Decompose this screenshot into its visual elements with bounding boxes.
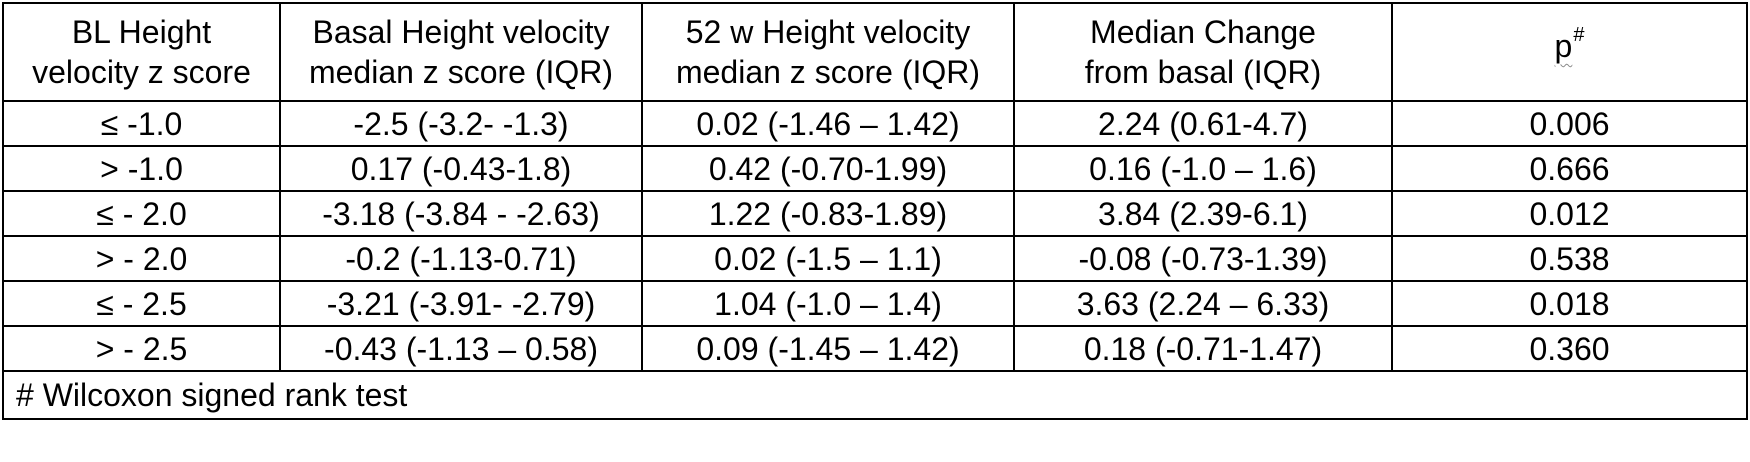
- header-basal-height-velocity: Basal Height velocity median z score (IQ…: [279, 2, 643, 102]
- cell-52w-median: 0.09 (-1.45 – 1.42): [641, 325, 1015, 372]
- header-line: 52 w Height velocity: [685, 14, 971, 50]
- results-table: BL Height velocity z score Basal Height …: [2, 2, 1748, 420]
- p-header: p#: [1554, 24, 1585, 66]
- table-row: > -1.0 0.17 (-0.43-1.8) 0.42 (-0.70-1.99…: [2, 145, 1748, 192]
- cell-p-value: 0.018: [1391, 280, 1748, 327]
- cell-median-change: -0.08 (-0.73-1.39): [1013, 235, 1393, 282]
- header-52w-height-velocity: 52 w Height velocity median z score (IQR…: [641, 2, 1015, 102]
- table-row: ≤ - 2.5 -3.21 (-3.91- -2.79) 1.04 (-1.0 …: [2, 280, 1748, 327]
- cell-basal-median: -2.5 (-3.2- -1.3): [279, 100, 643, 147]
- cell-basal-median: -0.2 (-1.13-0.71): [279, 235, 643, 282]
- p-superscript: #: [1573, 24, 1585, 47]
- cell-p-value: 0.012: [1391, 190, 1748, 237]
- cell-bl-category: > -1.0: [2, 145, 281, 192]
- cell-median-change: 3.63 (2.24 – 6.33): [1013, 280, 1393, 327]
- cell-bl-category: ≤ - 2.5: [2, 280, 281, 327]
- table-row: > - 2.0 -0.2 (-1.13-0.71) 0.02 (-1.5 – 1…: [2, 235, 1748, 282]
- cell-median-change: 0.16 (-1.0 – 1.6): [1013, 145, 1393, 192]
- cell-52w-median: 1.22 (-0.83-1.89): [641, 190, 1015, 237]
- cell-p-value: 0.006: [1391, 100, 1748, 147]
- cell-bl-category: > - 2.0: [2, 235, 281, 282]
- cell-52w-median: 0.02 (-1.46 – 1.42): [641, 100, 1015, 147]
- cell-bl-category: ≤ - 2.0: [2, 190, 281, 237]
- footnote: # Wilcoxon signed rank test: [2, 370, 1748, 420]
- header-median-change: Median Change from basal (IQR): [1013, 2, 1393, 102]
- cell-median-change: 3.84 (2.39-6.1): [1013, 190, 1393, 237]
- header-line: from basal (IQR): [1084, 54, 1322, 90]
- header-row: BL Height velocity z score Basal Height …: [2, 2, 1748, 102]
- cell-52w-median: 0.42 (-0.70-1.99): [641, 145, 1015, 192]
- cell-basal-median: -3.18 (-3.84 - -2.63): [279, 190, 643, 237]
- cell-median-change: 0.18 (-0.71-1.47): [1013, 325, 1393, 372]
- cell-basal-median: -3.21 (-3.91- -2.79): [279, 280, 643, 327]
- header-line: Median Change: [1090, 14, 1316, 50]
- header-p-value: p#: [1391, 2, 1748, 102]
- header-line: Basal Height velocity: [312, 14, 610, 50]
- cell-52w-median: 1.04 (-1.0 – 1.4): [641, 280, 1015, 327]
- p-letter: p: [1554, 28, 1573, 64]
- header-line: median z score (IQR): [675, 54, 981, 90]
- table-row: ≤ - 2.0 -3.18 (-3.84 - -2.63) 1.22 (-0.8…: [2, 190, 1748, 237]
- cell-median-change: 2.24 (0.61-4.7): [1013, 100, 1393, 147]
- cell-p-value: 0.666: [1391, 145, 1748, 192]
- header-line: median z score (IQR): [308, 54, 614, 90]
- cell-p-value: 0.538: [1391, 235, 1748, 282]
- cell-basal-median: 0.17 (-0.43-1.8): [279, 145, 643, 192]
- cell-52w-median: 0.02 (-1.5 – 1.1): [641, 235, 1015, 282]
- header-line: BL Height: [71, 14, 212, 50]
- table-row: > - 2.5 -0.43 (-1.13 – 0.58) 0.09 (-1.45…: [2, 325, 1748, 372]
- cell-basal-median: -0.43 (-1.13 – 0.58): [279, 325, 643, 372]
- header-line: velocity z score: [32, 54, 251, 90]
- table-row: ≤ -1.0 -2.5 (-3.2- -1.3) 0.02 (-1.46 – 1…: [2, 100, 1748, 147]
- footnote-row: # Wilcoxon signed rank test: [2, 370, 1748, 420]
- cell-p-value: 0.360: [1391, 325, 1748, 372]
- header-bl-height-velocity: BL Height velocity z score: [2, 2, 281, 102]
- cell-bl-category: > - 2.5: [2, 325, 281, 372]
- cell-bl-category: ≤ -1.0: [2, 100, 281, 147]
